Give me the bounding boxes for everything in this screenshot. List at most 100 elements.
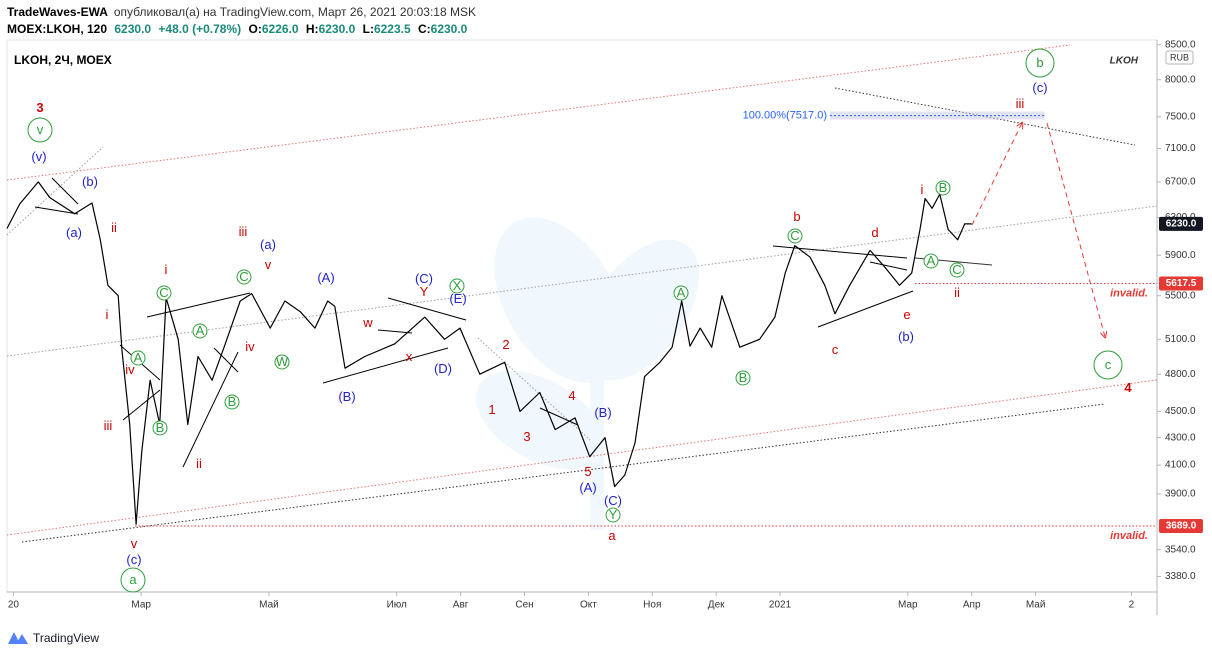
wave-label: C xyxy=(790,228,799,243)
wave-label: 5 xyxy=(584,464,591,479)
close: 6230.0 xyxy=(431,22,468,36)
y-tick-label: 6700.0 xyxy=(1165,177,1196,188)
fib-label: 100.00%(7517.0) xyxy=(743,109,827,121)
y-tick-label: 8500.0 xyxy=(1165,39,1196,50)
wave-circle xyxy=(735,370,751,386)
trend-line xyxy=(146,292,251,318)
low-label: L: xyxy=(363,22,374,36)
wave-label: iii xyxy=(104,418,113,433)
trend-line xyxy=(213,347,239,373)
wave-label: i xyxy=(921,182,924,197)
wave-label: b xyxy=(793,209,800,224)
high: 6230.0 xyxy=(319,22,356,36)
wave-label: A xyxy=(677,285,686,300)
trend-line xyxy=(182,351,239,468)
wave-label: A xyxy=(196,323,205,338)
x-tick-label: Авг xyxy=(453,600,469,611)
currency: RUB xyxy=(1170,52,1189,62)
x-tick-label: Сен xyxy=(515,600,533,611)
wave-label: B xyxy=(939,180,948,195)
wave-label: c xyxy=(1105,357,1112,372)
wave-label: B xyxy=(156,420,165,435)
watermark: LKOH xyxy=(1110,56,1139,67)
x-tick-label: 2021 xyxy=(769,600,792,611)
x-tick-label: Дек xyxy=(708,600,725,611)
y-tick-label: 7500.0 xyxy=(1165,112,1196,123)
wave-label: i xyxy=(106,307,109,322)
wave-circle xyxy=(605,507,621,523)
x-tick-label: Мар xyxy=(898,600,918,611)
wave-label: a xyxy=(608,528,616,543)
wave-label: v xyxy=(37,122,44,137)
footer: TradingView xyxy=(33,631,99,645)
trend-line xyxy=(869,261,908,271)
wave-circle xyxy=(236,269,252,285)
wave-circle xyxy=(1093,350,1123,380)
open-label: O: xyxy=(249,22,262,36)
symbol: MOEX:LKOH, 120 xyxy=(7,22,107,36)
wave-label: (b) xyxy=(82,174,98,189)
trend-line xyxy=(387,297,467,321)
price-box xyxy=(1159,276,1203,291)
wave-label: (a) xyxy=(66,225,82,240)
wave-label: (a) xyxy=(260,237,276,252)
x-tick-label: Мар xyxy=(131,600,151,611)
wave-label: iii xyxy=(239,224,248,239)
trend-line xyxy=(772,245,908,259)
x-tick-label: Май xyxy=(1026,600,1046,611)
trend-line xyxy=(34,206,79,215)
wave-label: ii xyxy=(954,285,960,300)
y-tick-label: 3380.0 xyxy=(1165,571,1196,582)
y-tick-label: 5900.0 xyxy=(1165,250,1196,261)
y-tick-label: 7100.0 xyxy=(1165,143,1196,154)
x-tick-label: Апр xyxy=(963,600,981,611)
wave-circle xyxy=(274,354,290,370)
price-line xyxy=(6,181,972,525)
wave-label: x xyxy=(406,349,413,364)
y-tick-label: 5500.0 xyxy=(1165,290,1196,301)
invalid-label: invalid. xyxy=(1110,287,1148,299)
header-line2: MOEX:LKOH, 120 6230.0 +48.0 (+0.78%) O:6… xyxy=(7,22,468,36)
published: опубликовал(а) на TradingView.com, Март … xyxy=(114,5,476,19)
wave-label: (A) xyxy=(579,480,596,495)
wave-circle xyxy=(224,394,240,410)
wave-circle xyxy=(192,323,208,339)
wave-label: iv xyxy=(125,362,135,377)
wave-circle xyxy=(130,350,146,366)
x-tick-label: 20 xyxy=(8,600,20,611)
wave-label: d xyxy=(871,225,878,240)
wave-label: iv xyxy=(245,339,255,354)
y-tick-label: 4500.0 xyxy=(1165,406,1196,417)
wave-circle xyxy=(120,567,146,593)
price-label: 5617.5 xyxy=(1166,278,1197,289)
trend-line xyxy=(322,347,449,384)
wave-label: 3 xyxy=(36,100,43,115)
wave-circle xyxy=(156,285,172,301)
invalid-label: invalid. xyxy=(1110,530,1148,542)
wave-circle xyxy=(787,228,803,244)
wave-circle xyxy=(673,285,689,301)
header-line1: TradeWaves-EWA опубликовал(а) на Trading… xyxy=(7,5,476,19)
wave-label: 4 xyxy=(1124,380,1132,395)
wave-label: C xyxy=(239,269,248,284)
wave-label: ii xyxy=(111,220,117,235)
footer-logo xyxy=(8,632,28,644)
x-tick-label: Июл xyxy=(387,600,407,611)
logo-watermark xyxy=(476,217,699,530)
wave-label: C xyxy=(952,262,961,277)
x-tick-label: Май xyxy=(259,600,279,611)
y-tick-label: 5100.0 xyxy=(1165,334,1196,345)
trend-line xyxy=(51,177,79,205)
y-tick-label: 4300.0 xyxy=(1165,432,1196,443)
plot-title: LKOH, 2Ч, MOEX xyxy=(14,53,112,67)
wave-label: 3 xyxy=(523,429,530,444)
x-tick-label: 2 xyxy=(1129,600,1135,611)
wave-label: b xyxy=(1036,55,1043,70)
currency-box xyxy=(1165,50,1194,65)
channel-line xyxy=(6,146,104,236)
wave-label: (B) xyxy=(338,389,355,404)
wave-label: ii xyxy=(196,456,202,471)
wave-label: iii xyxy=(1016,96,1025,111)
wave-circle xyxy=(449,278,465,294)
